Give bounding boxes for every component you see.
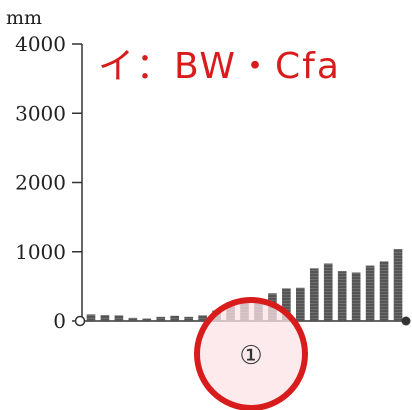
y-tick-label: 0 bbox=[53, 309, 66, 333]
bar bbox=[156, 316, 166, 321]
bar bbox=[309, 268, 319, 321]
bar bbox=[170, 315, 180, 321]
y-tick-label: 2000 bbox=[15, 171, 66, 195]
bar bbox=[282, 288, 291, 321]
bar bbox=[351, 272, 361, 321]
bar bbox=[337, 271, 347, 321]
bar bbox=[296, 287, 305, 321]
bar bbox=[379, 261, 389, 321]
bar bbox=[114, 315, 124, 321]
marker-number: ① bbox=[239, 341, 262, 371]
bar bbox=[198, 315, 207, 321]
axis-end-marker bbox=[401, 316, 411, 326]
bar bbox=[184, 316, 193, 321]
bar bbox=[323, 263, 333, 321]
bar bbox=[142, 318, 152, 321]
bar bbox=[100, 315, 110, 321]
highlight-circle bbox=[194, 297, 308, 410]
y-axis-ticks: 0 1000 2000 3000 4000 bbox=[15, 32, 82, 333]
bar bbox=[86, 314, 96, 321]
y-tick-label: 1000 bbox=[15, 240, 66, 264]
bar bbox=[393, 248, 403, 321]
bar bbox=[128, 317, 138, 321]
axis-origin-marker bbox=[74, 315, 86, 327]
bar bbox=[365, 265, 375, 321]
y-tick-label: 4000 bbox=[15, 32, 66, 56]
y-tick-label: 3000 bbox=[15, 101, 66, 125]
highlight-marker: ① bbox=[194, 297, 308, 410]
climate-annotation: イ：BW・Cfa bbox=[98, 46, 341, 87]
y-unit-label: mm bbox=[6, 7, 42, 29]
